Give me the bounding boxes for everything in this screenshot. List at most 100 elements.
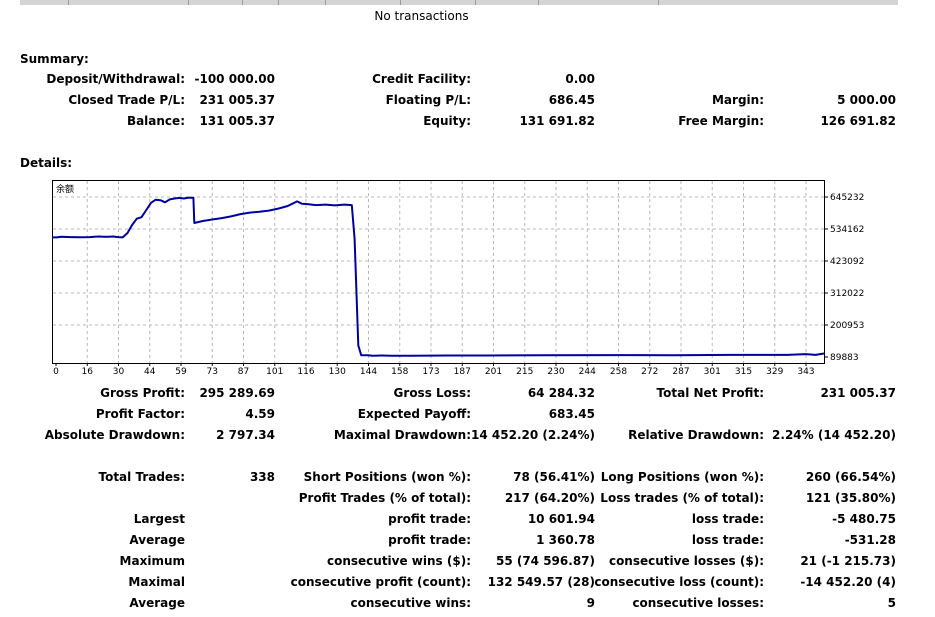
- maximal-drawdown-value: 14 452.20 (2.24%): [471, 428, 595, 442]
- x-tick-label: 130: [329, 367, 346, 377]
- margin-label: Margin:: [711, 93, 764, 107]
- relative-drawdown-value: 2.24% (14 452.20): [772, 428, 896, 442]
- stat-label-c: loss trade:: [691, 512, 764, 526]
- y-tick-label: 89883: [830, 353, 859, 363]
- profit-factor-value: 4.59: [245, 407, 275, 421]
- x-tick-label: 101: [266, 367, 283, 377]
- table-header-strip: [0, 0, 935, 5]
- column-divider: [475, 0, 476, 5]
- closed-trade-pl-label: Closed Trade P/L:: [68, 93, 185, 107]
- no-transactions-text: No transactions: [374, 9, 469, 23]
- stat-label-c: consecutive losses:: [632, 596, 764, 610]
- column-divider: [68, 0, 69, 5]
- stat-label-b: consecutive profit (count):: [290, 575, 471, 589]
- x-tick-label: 329: [766, 367, 783, 377]
- gross-profit-value: 295 289.69: [199, 386, 275, 400]
- balance-value: 131 005.37: [199, 114, 275, 128]
- x-tick-label: 187: [454, 367, 471, 377]
- absolute-drawdown-value: 2 797.34: [216, 428, 275, 442]
- relative-drawdown-label: Relative Drawdown:: [628, 428, 764, 442]
- stat-label-b: Short Positions (won %):: [303, 470, 471, 484]
- y-tick-label: 312022: [830, 289, 864, 299]
- credit-facility-label: Credit Facility:: [372, 72, 471, 86]
- x-tick-label: 173: [422, 367, 439, 377]
- balance-series-line: [52, 196, 825, 357]
- x-tick-label: 301: [704, 367, 721, 377]
- stat-value-c: -531.28: [844, 533, 896, 547]
- x-tick-label: 272: [641, 367, 658, 377]
- summary-title: Summary:: [20, 52, 89, 66]
- y-tick-label: 534162: [830, 225, 864, 235]
- stat-label-c: Loss trades (% of total):: [600, 491, 764, 505]
- x-tick-label: 315: [735, 367, 752, 377]
- column-divider: [188, 0, 189, 5]
- stat-value-b: 217 (64.20%): [504, 491, 595, 505]
- stat-value-c: 260 (66.54%): [805, 470, 896, 484]
- deposit-withdrawal-value: -100 000.00: [194, 72, 275, 86]
- x-tick-label: 116: [297, 367, 314, 377]
- stat-group-label: Average: [129, 533, 185, 547]
- gross-profit-label: Gross Profit:: [100, 386, 185, 400]
- stat-value-b: 55 (74 596.87): [495, 554, 595, 568]
- x-tick-label: 343: [797, 367, 814, 377]
- expected-payoff-label: Expected Payoff:: [357, 407, 471, 421]
- stat-value-c: -5 480.75: [832, 512, 896, 526]
- total-net-profit-value: 231 005.37: [820, 386, 896, 400]
- stat-label-b: consecutive wins:: [350, 596, 471, 610]
- floating-pl-value: 686.45: [548, 93, 595, 107]
- stat-value-b: 78 (56.41%): [513, 470, 595, 484]
- stat-value-a: 338: [249, 470, 275, 484]
- x-tick-label: 59: [175, 367, 187, 377]
- x-tick-label: 158: [391, 367, 408, 377]
- stat-group-label: Maximum: [119, 554, 185, 568]
- x-tick-label: 87: [238, 367, 249, 377]
- stat-value-c: 21 (-1 215.73): [800, 554, 896, 568]
- absolute-drawdown-label: Absolute Drawdown:: [44, 428, 185, 442]
- equity-value: 131 691.82: [519, 114, 595, 128]
- total-net-profit-label: Total Net Profit:: [656, 386, 764, 400]
- stat-value-c: 5: [887, 596, 896, 610]
- stat-value-b: 132 549.57 (28): [487, 575, 595, 589]
- stat-label-b: profit trade:: [388, 533, 471, 547]
- stat-value-c: -14 452.20 (4): [800, 575, 896, 589]
- profit-factor-label: Profit Factor:: [95, 407, 185, 421]
- closed-trade-pl-value: 231 005.37: [199, 93, 275, 107]
- column-divider: [658, 0, 659, 5]
- stat-group-label: Largest: [133, 512, 185, 526]
- x-tick-label: 0: [53, 367, 59, 377]
- column-divider: [538, 0, 539, 5]
- credit-facility-value: 0.00: [565, 72, 595, 86]
- floating-pl-label: Floating P/L:: [385, 93, 471, 107]
- x-tick-label: 73: [207, 367, 218, 377]
- y-tick-label: 200953: [830, 321, 864, 331]
- expected-payoff-value: 683.45: [548, 407, 595, 421]
- stat-group-label: Average: [129, 596, 185, 610]
- y-tick-label: 645232: [830, 193, 864, 203]
- x-tick-label: 258: [610, 367, 627, 377]
- stat-label-b: consecutive wins ($):: [326, 554, 471, 568]
- stat-value-c: 121 (35.80%): [805, 491, 896, 505]
- x-tick-label: 215: [516, 367, 533, 377]
- margin-value: 5 000.00: [837, 93, 896, 107]
- balance-chart: 645232 534162 423092 312022 200953 89883 0 16 30…: [52, 180, 864, 377]
- x-tick-label: 244: [579, 367, 596, 377]
- y-tick-label: 423092: [830, 257, 864, 267]
- stat-value-b: 10 601.94: [527, 512, 595, 526]
- series-label: 余额: [56, 183, 74, 195]
- x-tick-label: 144: [360, 367, 377, 377]
- column-divider: [278, 0, 279, 5]
- free-margin-value: 126 691.82: [820, 114, 896, 128]
- chart-frame: [52, 180, 825, 364]
- x-tick-label: 230: [547, 367, 564, 377]
- stat-value-b: 1 360.78: [536, 533, 595, 547]
- gross-loss-value: 64 284.32: [527, 386, 595, 400]
- stat-label-b: Profit Trades (% of total):: [298, 491, 471, 505]
- x-tick-label: 44: [144, 367, 156, 377]
- stat-label-c: loss trade:: [691, 533, 764, 547]
- free-margin-label: Free Margin:: [678, 114, 764, 128]
- column-divider: [400, 0, 401, 5]
- stat-label-c: consecutive loss (count):: [594, 575, 764, 589]
- x-tick-label: 30: [113, 367, 125, 377]
- deposit-withdrawal-label: Deposit/Withdrawal:: [46, 72, 185, 86]
